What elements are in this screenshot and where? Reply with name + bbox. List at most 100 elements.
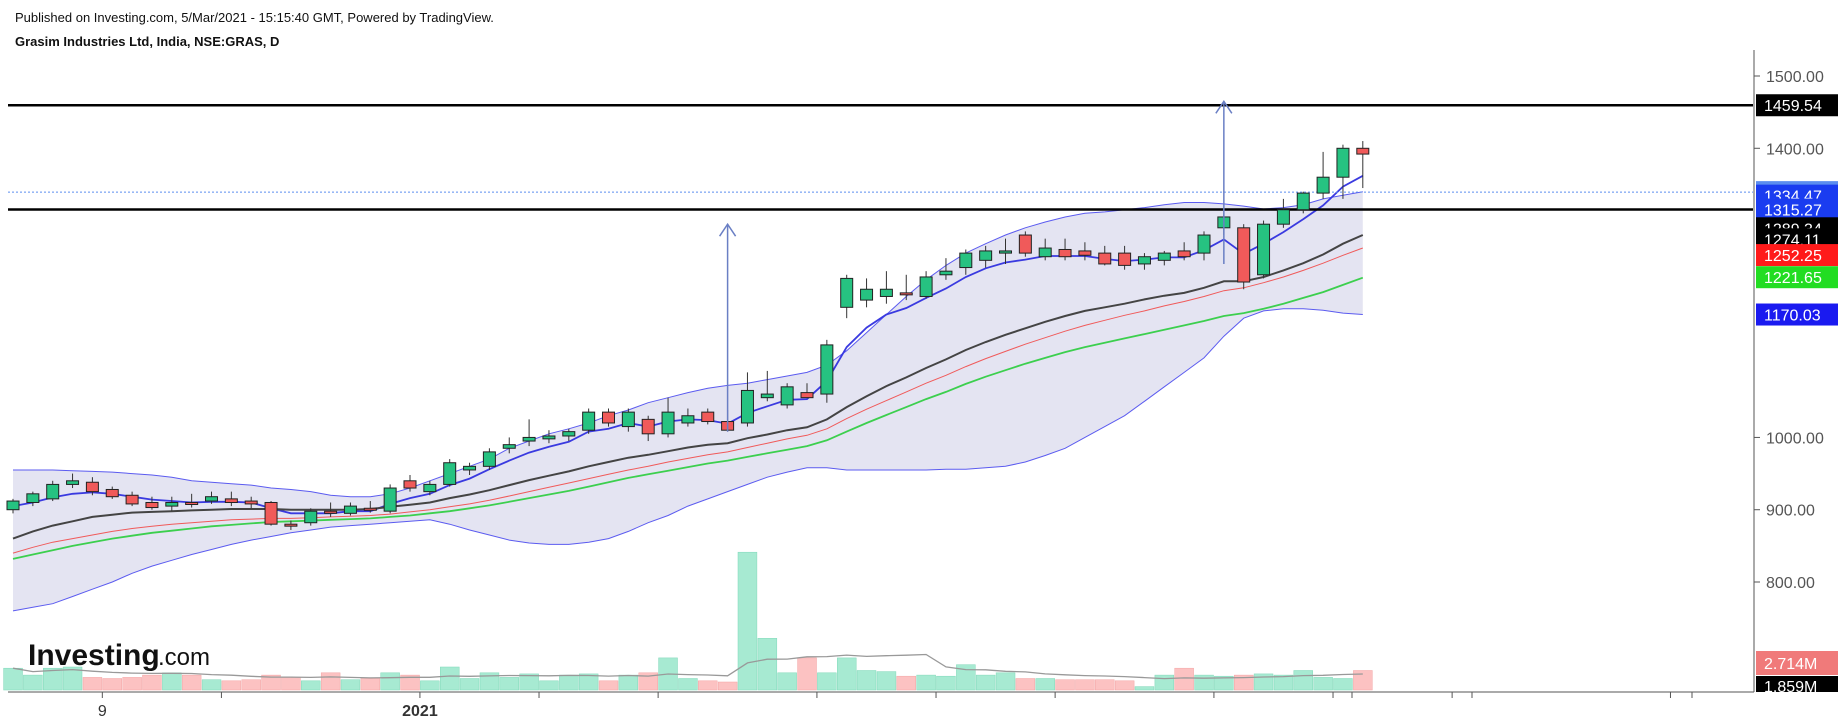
arrow-head bbox=[1215, 99, 1233, 114]
volume-bar bbox=[1095, 679, 1115, 691]
volume-bar bbox=[459, 678, 480, 691]
candle-body bbox=[840, 277, 854, 308]
volume-bar bbox=[142, 674, 162, 691]
volume-bar bbox=[82, 677, 103, 691]
candle-body bbox=[1237, 227, 1251, 283]
volume-bar bbox=[360, 678, 381, 691]
candle-body bbox=[1137, 256, 1151, 265]
candle-body bbox=[185, 501, 199, 505]
price-badges: 1459.541339.351334.471315.271289.341274.… bbox=[1756, 94, 1838, 696]
volume-bar bbox=[122, 677, 142, 691]
volume-bar bbox=[241, 679, 261, 691]
candle-body bbox=[145, 501, 159, 509]
volume-bar bbox=[698, 680, 718, 691]
volume-average-line bbox=[12, 653, 1363, 680]
volume-bar bbox=[638, 672, 658, 691]
price-badge-label: 1459.54 bbox=[1764, 98, 1822, 115]
volume-bar bbox=[1333, 678, 1353, 691]
candle-body bbox=[1316, 176, 1330, 194]
candle-body bbox=[1157, 252, 1171, 261]
bollinger-lower-line bbox=[12, 308, 1363, 612]
logo-text: Investing bbox=[28, 639, 160, 672]
volume-bar bbox=[301, 680, 321, 691]
candle-body bbox=[463, 465, 477, 471]
volume-bar bbox=[499, 677, 519, 691]
candle-body bbox=[482, 451, 496, 467]
volume-bar bbox=[181, 674, 202, 691]
price-badge-label: 1315.27 bbox=[1764, 203, 1822, 220]
volume-bar bbox=[1075, 679, 1095, 691]
candle-body bbox=[959, 252, 973, 269]
published-info: Published on Investing.com, 5/Mar/2021 -… bbox=[15, 10, 494, 25]
x-tick-label: 9 bbox=[98, 703, 107, 720]
volume-bar bbox=[1035, 678, 1055, 691]
candle-body bbox=[1038, 247, 1052, 258]
candle-body bbox=[919, 276, 933, 297]
y-tick-label: 1500.00 bbox=[1766, 69, 1824, 86]
sma-red-line bbox=[12, 247, 1363, 554]
volume-bar bbox=[856, 670, 877, 691]
volume-bar bbox=[1134, 686, 1155, 691]
candle-body bbox=[979, 250, 993, 261]
candle-body bbox=[1257, 223, 1271, 276]
volume-bar bbox=[797, 657, 817, 691]
x-tick-label: 2021 bbox=[402, 703, 438, 720]
candle-body bbox=[1276, 209, 1290, 225]
candle-body bbox=[1197, 234, 1211, 254]
volume-bar bbox=[777, 672, 797, 691]
candle-body bbox=[562, 431, 576, 437]
volume-bar bbox=[896, 675, 916, 691]
volume-bar bbox=[1055, 679, 1075, 691]
candle-body bbox=[343, 505, 357, 514]
volume-bar bbox=[1234, 674, 1254, 691]
volume-bar bbox=[440, 666, 460, 691]
volume-bar bbox=[519, 673, 539, 691]
volume-bar bbox=[995, 672, 1016, 691]
candle-body bbox=[244, 500, 258, 505]
candle-body bbox=[602, 411, 615, 424]
volume-bar bbox=[1273, 674, 1294, 691]
volume-bar bbox=[578, 673, 599, 691]
horizontal-levels bbox=[8, 103, 1753, 211]
candle-body bbox=[999, 250, 1012, 254]
volume-bar bbox=[1253, 673, 1274, 691]
candle-body bbox=[1356, 147, 1370, 155]
arrow-head bbox=[718, 222, 737, 237]
candle-body bbox=[939, 270, 953, 276]
volume-bars bbox=[3, 551, 1373, 691]
volume-bar bbox=[162, 672, 182, 691]
candle-body bbox=[1058, 248, 1072, 258]
volume-bar bbox=[340, 679, 361, 691]
candlesticks bbox=[6, 141, 1370, 530]
volume-bar bbox=[817, 672, 837, 691]
candle-body bbox=[542, 435, 556, 440]
volume-bar bbox=[400, 674, 420, 691]
candle-body bbox=[363, 507, 377, 511]
volume-bar bbox=[975, 674, 996, 691]
y-tick-label: 1400.00 bbox=[1766, 141, 1824, 158]
volume-bar bbox=[717, 681, 738, 691]
candle-body bbox=[284, 523, 298, 527]
candle-body bbox=[205, 496, 218, 502]
candle-body bbox=[46, 483, 60, 500]
volume-bar bbox=[1154, 674, 1175, 691]
candle-body bbox=[800, 392, 814, 399]
volume-bar bbox=[261, 674, 281, 691]
candle-body bbox=[621, 411, 635, 428]
candle-body bbox=[224, 498, 238, 503]
price-badge-label: 1252.25 bbox=[1764, 248, 1822, 265]
candle-body bbox=[502, 444, 516, 449]
candle-body bbox=[879, 288, 893, 297]
candle-body bbox=[1098, 252, 1112, 265]
price-badge bbox=[1756, 94, 1838, 117]
volume-bar bbox=[221, 680, 242, 691]
volume-bar bbox=[1015, 678, 1036, 691]
investing-logo: Investing .com bbox=[28, 639, 210, 672]
sma-green-line bbox=[12, 276, 1364, 560]
axes: 800.00 900.00 1000.00 1400.00 1500.00 9 2021 bbox=[8, 50, 1824, 720]
logo-suffix: .com bbox=[158, 644, 210, 671]
volume-bar bbox=[1194, 674, 1214, 691]
candle-body bbox=[26, 493, 40, 503]
candle-body bbox=[383, 487, 397, 512]
